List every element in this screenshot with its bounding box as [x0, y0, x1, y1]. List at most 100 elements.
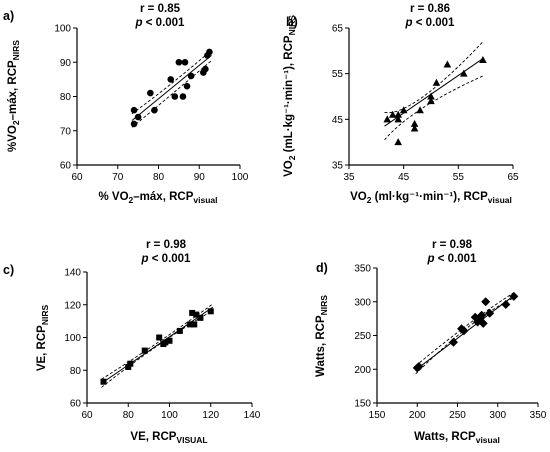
- panel-2-point: [427, 97, 435, 105]
- panel-2-p-value: p < 0.001: [405, 17, 456, 29]
- panel-4-point: [414, 362, 424, 372]
- panel-4-point: [485, 308, 495, 318]
- panel-1-point: [171, 93, 179, 100]
- panel-4-y-tick-label: 200: [354, 365, 371, 376]
- panel-2-point: [460, 69, 468, 77]
- panel-1-x-tick-label: 80: [153, 172, 165, 183]
- panel-1-point: [130, 120, 138, 128]
- panel-3-ci-upper: [101, 303, 214, 380]
- panel-1-point: [134, 113, 142, 121]
- panel-3-point: [187, 321, 194, 328]
- panel-1-x-tick-label: 60: [71, 172, 83, 183]
- panel-3-p-value: p < 0.001: [141, 253, 192, 265]
- panel-4-point: [509, 291, 519, 301]
- panel-2-x-tick-label: 35: [343, 172, 355, 183]
- panel-1-point: [151, 106, 158, 114]
- panel-1-point: [167, 76, 175, 83]
- panel-3-x-axis-title: VE, RCPVISUAL: [130, 431, 207, 445]
- panel-1-ci-lower: [131, 60, 212, 128]
- panel-1-point: [147, 89, 154, 97]
- panel-3-point: [176, 327, 183, 334]
- panel-4-letter: d): [316, 261, 328, 275]
- panel-2-y-tick-label: 45: [332, 115, 344, 126]
- panel-3-x-tick-label: 80: [123, 410, 135, 421]
- panel-1-y-tick-label: 70: [60, 126, 72, 137]
- panel-3-point: [189, 309, 196, 316]
- panel-4-x-tick-label: 250: [449, 410, 466, 421]
- panel-3-x-tick-label: 140: [244, 410, 261, 421]
- panel-1-letter: a): [3, 9, 14, 23]
- panel-4-y-tick-label: 350: [354, 264, 371, 275]
- panel-4-point: [477, 310, 487, 320]
- panel-2-point: [410, 124, 419, 132]
- panel-3-point: [100, 378, 107, 385]
- panel-4-point: [481, 297, 491, 307]
- panel-1-r-value: r = 0.85: [140, 3, 181, 15]
- panel-3-y-axis-title: VE, RCPNIRS: [36, 305, 50, 372]
- panel-1-y-tick-label: 90: [60, 58, 72, 69]
- panel-1-y-axis-title: %VO2–máx, RCPNIRS: [7, 40, 21, 152]
- panel-3-point: [125, 363, 132, 370]
- panel-2-point: [399, 106, 408, 114]
- panel-1-fit-line: [131, 55, 212, 121]
- panel-1-point: [175, 58, 183, 66]
- panel-1-x-tick-label: 90: [194, 172, 206, 183]
- panel-1-x-axis-title: % VO2–máx, RCPvisual: [99, 191, 218, 205]
- panel-1-x-tick-label: 70: [112, 172, 124, 183]
- panel-3-x-tick-label: 120: [202, 410, 219, 421]
- panel-2-point: [427, 92, 435, 100]
- panel-2-r-value: r = 0.86: [410, 3, 450, 15]
- panel-2-point: [394, 138, 402, 146]
- panel-4-x-axis-title: Watts, RCPvisual: [414, 431, 500, 445]
- panel-2-x-tick-label: 45: [398, 172, 410, 183]
- panel-2-y-tick-label: 35: [332, 161, 344, 172]
- panel-3-y-tick-label: 120: [64, 300, 81, 311]
- panel-1-point: [202, 65, 209, 73]
- panel-2-point: [479, 55, 487, 63]
- panel-3-point: [207, 308, 214, 315]
- panel-2-letter: b): [286, 15, 298, 29]
- panel-1-point: [179, 93, 187, 100]
- panel-3-point: [191, 321, 198, 328]
- panel-3-point: [156, 334, 163, 341]
- panel-2-point: [383, 115, 392, 123]
- panel-4-point: [448, 337, 458, 347]
- panel-4-ci-upper: [415, 291, 516, 367]
- panel-1-point: [130, 106, 138, 114]
- panel-4-point: [478, 318, 488, 328]
- panel-4-p-value: p < 0.001: [427, 253, 478, 265]
- panel-4-x-tick-label: 200: [409, 410, 426, 421]
- panel-2-point: [432, 78, 441, 86]
- panel-1-ci-upper: [131, 49, 212, 114]
- panel-3-point: [141, 347, 148, 354]
- panel-2-point: [443, 60, 452, 68]
- panel-3-y-tick-label: 140: [64, 268, 81, 279]
- panel-4-ci-lower: [415, 296, 516, 375]
- panel-3-point: [162, 339, 169, 346]
- panel-1-point: [187, 72, 195, 80]
- panel-2-point: [394, 110, 402, 118]
- panel-4-y-tick-label: 300: [354, 297, 371, 308]
- panel-3-point: [193, 311, 200, 318]
- panel-1-point: [181, 58, 189, 66]
- panel-1-y-tick-label: 60: [60, 161, 72, 172]
- panel-3-x-tick-label: 60: [81, 410, 93, 421]
- panel-3-y-tick-label: 80: [70, 366, 82, 377]
- panel-4-y-axis-title: Watts, RCPNIRS: [315, 295, 329, 377]
- panel-3-point: [197, 314, 204, 321]
- panel-1-point: [206, 48, 213, 56]
- panel-2-point: [416, 106, 424, 114]
- panel-4-point: [501, 299, 511, 309]
- panel-2-point: [394, 115, 402, 123]
- panel-1-y-tick-label: 80: [60, 92, 72, 103]
- panel-2-point: [388, 110, 397, 118]
- panel-3-y-tick-label: 100: [64, 333, 81, 344]
- panel-3-r-value: r = 0.98: [146, 239, 187, 251]
- panel-2-x-tick-label: 65: [507, 172, 519, 183]
- panel-3-point: [127, 360, 134, 367]
- panel-2-fit-line: [384, 58, 484, 127]
- panel-2-x-axis-title: VO2 (ml·kg⁻¹·min⁻¹), RCPvisual: [350, 191, 512, 205]
- panel-2-x-tick-label: 55: [453, 172, 465, 183]
